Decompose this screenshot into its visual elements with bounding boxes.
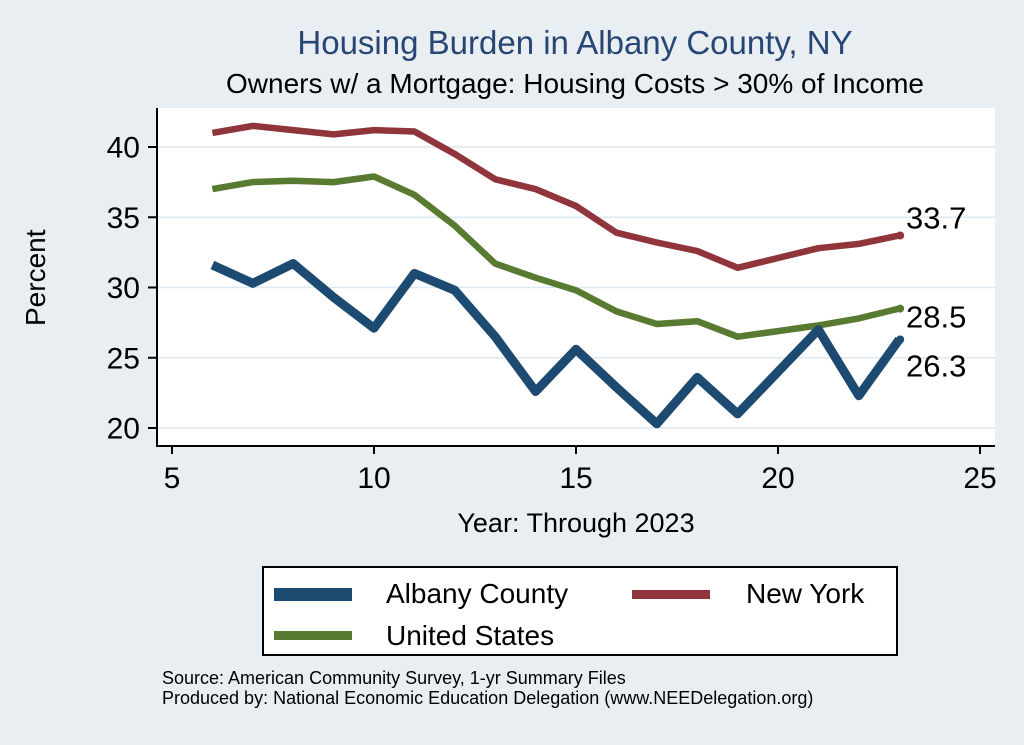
legend-label-united-states: United States (386, 620, 555, 651)
end-dot-albany-county (896, 335, 905, 344)
x-tick-label-25: 25 (963, 462, 996, 495)
source-note: Source: American Community Survey, 1-yr … (162, 668, 814, 708)
end-dot-united-states (896, 304, 905, 313)
end-dot-new-york (896, 231, 905, 240)
chart-title: Housing Burden in Albany County, NY (297, 24, 853, 61)
y-tick-label-25: 25 (107, 342, 140, 375)
y-tick-label-30: 30 (107, 272, 140, 305)
chart-canvas: 20 25 30 35 40 5 10 15 20 25 26.3 33.7 28.5 (107, 108, 997, 495)
legend-swatch-new-york (632, 590, 710, 599)
end-value-label-united-states: 28.5 (906, 300, 966, 335)
x-tick-label-15: 15 (559, 462, 592, 495)
y-axis-title: Percent (20, 229, 51, 327)
legend: Albany County New York United States (262, 566, 898, 656)
x-tick-label-10: 10 (357, 462, 390, 495)
x-axis-title: Year: Through 2023 (457, 508, 695, 538)
source-line-2: Produced by: National Economic Education… (162, 687, 814, 708)
y-tick-label-35: 35 (107, 202, 140, 235)
y-tick-label-20: 20 (107, 413, 140, 446)
x-tick-label-20: 20 (761, 462, 794, 495)
x-tick-label-5: 5 (164, 462, 181, 495)
end-value-label-new-york: 33.7 (906, 201, 966, 236)
source-line-1: Source: American Community Survey, 1-yr … (162, 668, 626, 688)
series-line-united-states (211, 173, 900, 340)
chart-subtitle: Owners w/ a Mortgage: Housing Costs > 30… (226, 68, 924, 99)
legend-swatch-albany-county (274, 588, 352, 601)
plot-area (157, 108, 995, 446)
legend-label-new-york: New York (746, 578, 865, 609)
y-tick-label-40: 40 (107, 132, 140, 165)
end-value-label-albany-county: 26.3 (906, 349, 966, 384)
series-line-new-york (211, 122, 900, 272)
legend-label-albany-county: Albany County (386, 578, 569, 609)
series-line-albany-county (210, 259, 903, 429)
legend-swatch-united-states (274, 631, 352, 640)
